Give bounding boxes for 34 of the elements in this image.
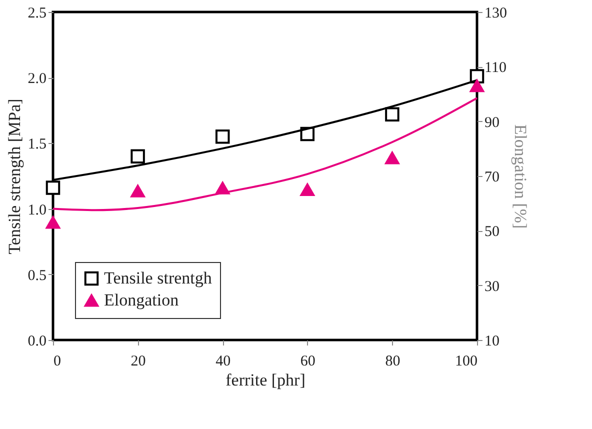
x-tick-label: 40 bbox=[216, 354, 231, 370]
legend-label: Tensile strentgh bbox=[104, 268, 212, 288]
x-tick-label: 100 bbox=[455, 354, 478, 370]
point bbox=[46, 180, 60, 195]
x-tick-label: 0 bbox=[54, 354, 61, 370]
point bbox=[385, 107, 400, 122]
point bbox=[130, 149, 145, 164]
y-tick-label: 1.0 bbox=[28, 202, 46, 218]
x-tick-label: 60 bbox=[300, 354, 316, 370]
legend-label: Elongation bbox=[104, 290, 180, 310]
y2-tick-label: 130 bbox=[484, 6, 507, 22]
y-axis-title: Tensile strength [MPa] bbox=[4, 98, 24, 254]
x-tick-label: 20 bbox=[130, 354, 146, 370]
y-tick-label: 2.0 bbox=[28, 71, 46, 88]
point bbox=[130, 184, 145, 198]
y2-tick-label: 10 bbox=[484, 334, 500, 350]
y-tick-label: 0.0 bbox=[28, 334, 46, 350]
y-tick-label: 1.5 bbox=[28, 136, 46, 153]
y-tick-label: 2.5 bbox=[28, 6, 46, 22]
y2-tick-label: 70 bbox=[484, 170, 500, 186]
line-series bbox=[52, 97, 478, 212]
x-tick-label: 80 bbox=[385, 354, 400, 370]
point bbox=[300, 183, 315, 196]
y2-axis-title: Elongation [%] bbox=[511, 124, 530, 229]
point bbox=[46, 216, 60, 229]
y2-tick-label: 30 bbox=[484, 278, 500, 295]
point bbox=[215, 130, 230, 144]
y2-tick-label: 90 bbox=[484, 114, 500, 131]
point bbox=[470, 79, 484, 92]
y-tick-label: 0.5 bbox=[28, 268, 46, 284]
point bbox=[385, 152, 400, 164]
y2-tick-label: 50 bbox=[484, 224, 500, 240]
y2-tick-label: 110 bbox=[484, 60, 506, 76]
x-axis-title: ferrite [phr] bbox=[226, 370, 306, 390]
